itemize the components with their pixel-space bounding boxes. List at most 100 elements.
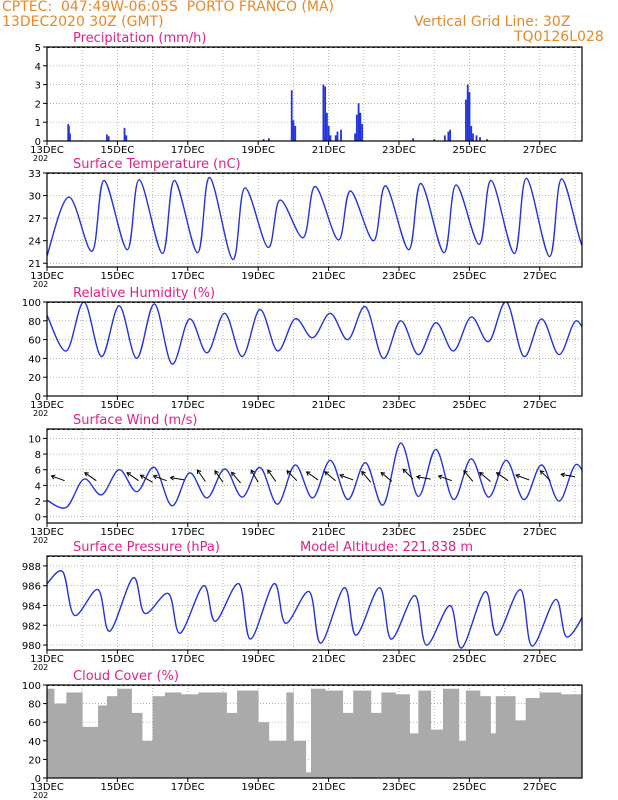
rh-xtick-label: 13DEC (30, 400, 64, 411)
precip-bar (294, 125, 297, 141)
cloud-area-segment (465, 690, 481, 778)
wind-arrow-head (286, 470, 292, 475)
wind-arrow-head (437, 474, 443, 480)
cloud-area-segment (117, 688, 132, 778)
rh-ytick-label: 100 (22, 298, 41, 309)
wind-arrow-head (479, 471, 484, 477)
wind-arrow-head (515, 473, 521, 479)
wind-arrow (515, 474, 530, 481)
temp-series-line (47, 176, 582, 261)
cloud-area-segment (353, 690, 372, 778)
pres-ytick-label: 988 (22, 562, 41, 573)
pres-year-label: 202 (33, 663, 48, 672)
cloud-area-segment (495, 696, 516, 778)
wind-arrow (231, 472, 241, 484)
precip-xtick-label: 23DEC (382, 145, 416, 156)
pres-xtick-label: 21DEC (312, 654, 346, 665)
precip-ytick-label: 2 (35, 99, 41, 110)
precip-bar (354, 133, 356, 141)
temp-xtick-label: 21DEC (312, 271, 346, 282)
rh-xtick-label: 17DEC (171, 400, 205, 411)
cloud-area-segment (490, 733, 497, 778)
temp-xtick-label: 17DEC (171, 271, 205, 282)
precip-bar (472, 133, 474, 141)
wind-xtick-label: 27DEC (523, 527, 557, 538)
wind-arrow (496, 472, 509, 482)
wind-arrow (153, 475, 167, 482)
wind-arrow (306, 471, 319, 481)
wind-arrow-head (539, 470, 545, 475)
rh-series-line (47, 302, 582, 365)
cloud-area-segment (479, 696, 491, 778)
cloud-area-segment (525, 698, 541, 778)
wind-arrow-head (305, 471, 311, 476)
cloud-area-segment (442, 688, 460, 778)
pres-xtick-label: 27DEC (523, 654, 557, 665)
wind-arrow-head (84, 472, 89, 477)
cloud-ytick-label: 40 (28, 737, 41, 748)
wind-arrow-head (139, 474, 145, 480)
precip-bar (123, 127, 126, 141)
cloud-ytick-label: 0 (35, 774, 41, 785)
precip-bar (125, 135, 128, 141)
cloud-ytick-label: 100 (22, 681, 41, 692)
wind-arrow (463, 470, 474, 482)
wind-arrow (286, 470, 298, 482)
cloud-area-segment (293, 740, 307, 778)
rh-ytick-label: 20 (28, 373, 41, 384)
precip-bar (322, 84, 325, 141)
temp-ytick-label: 27 (28, 214, 41, 225)
cloud-xtick-label: 25DEC (453, 782, 487, 793)
cloud-area-segment (237, 690, 259, 778)
wind-panel-title: Surface Wind (m/s) (73, 413, 197, 428)
wind-arrow (140, 474, 153, 483)
cloud-area-segment (152, 696, 166, 778)
precip-bar (340, 129, 342, 141)
precip-xtick-label: 25DEC (453, 145, 487, 156)
cloud-area-segment (198, 692, 227, 778)
precip-bar (336, 131, 339, 141)
pres-ytick-label: 984 (22, 601, 41, 612)
temp-xtick-label: 19DEC (241, 271, 275, 282)
wind-arrow-head (324, 471, 329, 476)
cloud-xtick-label: 23DEC (382, 782, 416, 793)
wind-arrow (339, 474, 354, 481)
precip-panel-title: Precipitation (mm/h) (73, 31, 206, 46)
wind-arrow (380, 472, 393, 482)
wind-arrow-head (267, 469, 272, 475)
precip-bar (329, 135, 332, 141)
cloud-xtick-label: 17DEC (171, 782, 205, 793)
precip-bar (468, 92, 471, 141)
cloud-area-segment (98, 705, 108, 778)
wind-arrow-head (126, 472, 132, 477)
wind-arrow-head (50, 474, 56, 480)
cloud-area-segment (54, 703, 67, 778)
precip-bar (447, 131, 450, 141)
cloud-ytick-label: 20 (28, 755, 41, 766)
cloud-area-segment (430, 729, 444, 778)
cloud-area-segment (418, 690, 432, 778)
cloud-ytick-label: 80 (28, 700, 41, 711)
cloud-year-label: 202 (33, 791, 48, 800)
precip-bar (449, 129, 452, 141)
precip-bar (475, 135, 478, 141)
pres-xtick-label: 15DEC (101, 654, 135, 665)
cloud-area-segment (539, 692, 562, 778)
cloud-area-segment (226, 712, 238, 778)
wind-arrow (196, 469, 206, 482)
pres-xtick-label: 25DEC (453, 654, 487, 665)
wind-ytick-label: 6 (35, 466, 41, 477)
cloud-area-segment (458, 740, 467, 778)
pres-ytick-label: 986 (22, 582, 41, 593)
cloud-panel-title: Cloud Cover (%) (73, 669, 179, 684)
cloud-area-segment (370, 712, 382, 778)
wind-arrow-head (361, 470, 366, 476)
cloud-xtick-label: 13DEC (30, 782, 64, 793)
precip-bar (290, 90, 293, 141)
temp-xtick-label: 23DEC (382, 271, 416, 282)
precip-ytick-label: 0 (35, 137, 41, 148)
cloud-area-segment (560, 694, 583, 778)
precip-bar (324, 86, 327, 141)
wind-arrow-head (463, 470, 468, 475)
